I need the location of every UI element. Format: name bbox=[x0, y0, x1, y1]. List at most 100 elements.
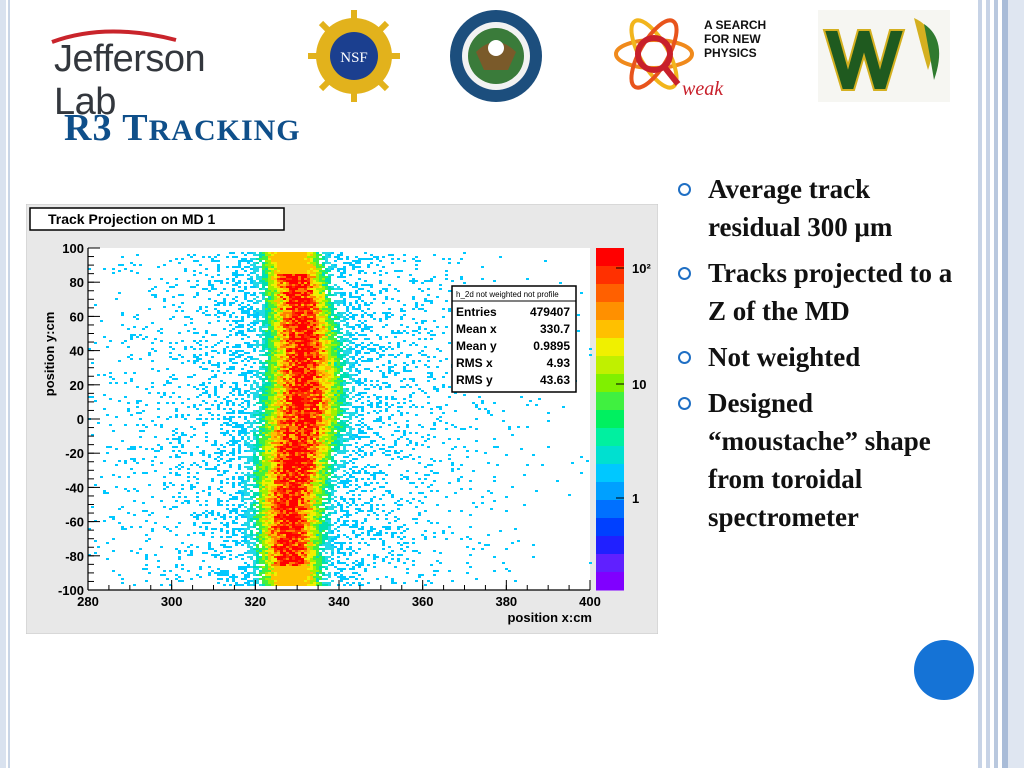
heatmap-cell bbox=[175, 378, 178, 380]
heatmap-cell bbox=[442, 258, 445, 260]
heatmap-cell bbox=[280, 454, 283, 456]
heatmap-cell bbox=[271, 382, 274, 384]
heatmap-cell bbox=[343, 324, 346, 326]
heatmap-cell bbox=[277, 256, 280, 258]
heatmap-cell bbox=[337, 286, 340, 288]
heatmap-cell bbox=[268, 380, 271, 382]
heatmap-cell bbox=[301, 276, 304, 278]
heatmap-cell bbox=[274, 354, 277, 356]
heatmap-cell bbox=[322, 446, 325, 448]
heatmap-cell bbox=[247, 436, 250, 438]
heatmap-cell bbox=[313, 468, 316, 470]
heatmap-cell bbox=[298, 380, 301, 382]
heatmap-cell bbox=[307, 304, 310, 306]
heatmap-cell bbox=[256, 346, 259, 348]
heatmap-cell bbox=[433, 254, 436, 256]
heatmap-cell bbox=[286, 438, 289, 440]
heatmap-cell bbox=[367, 428, 370, 430]
heatmap-cell bbox=[286, 270, 289, 272]
heatmap-cell bbox=[322, 390, 325, 392]
heatmap-cell bbox=[364, 328, 367, 330]
heatmap-cell bbox=[190, 464, 193, 466]
heatmap-cell bbox=[103, 408, 106, 410]
heatmap-cell bbox=[439, 288, 442, 290]
heatmap-cell bbox=[412, 296, 415, 298]
heatmap-cell bbox=[358, 372, 361, 374]
heatmap-cell bbox=[355, 452, 358, 454]
heatmap-cell bbox=[337, 440, 340, 442]
heatmap-cell bbox=[283, 352, 286, 354]
heatmap-cell bbox=[166, 402, 169, 404]
heatmap-cell bbox=[259, 378, 262, 380]
heatmap-cell bbox=[181, 362, 184, 364]
heatmap-cell bbox=[304, 434, 307, 436]
heatmap-cell bbox=[277, 456, 280, 458]
heatmap-cell bbox=[343, 272, 346, 274]
heatmap-cell bbox=[427, 288, 430, 290]
heatmap-cell bbox=[340, 410, 343, 412]
heatmap-cell bbox=[520, 448, 523, 450]
heatmap-cell bbox=[313, 276, 316, 278]
heatmap-cell bbox=[313, 304, 316, 306]
qweak-logo: A SEARCH FOR NEW PHYSICS weak bbox=[612, 10, 782, 102]
heatmap-cell bbox=[328, 394, 331, 396]
heatmap-cell bbox=[274, 470, 277, 472]
heatmap-cell bbox=[292, 368, 295, 370]
heatmap-cell bbox=[283, 386, 286, 388]
heatmap-cell bbox=[325, 402, 328, 404]
heatmap-cell bbox=[361, 432, 364, 434]
heatmap-cell bbox=[223, 418, 226, 420]
heatmap-cell bbox=[142, 458, 145, 460]
heatmap-cell bbox=[409, 354, 412, 356]
heatmap-cell bbox=[268, 254, 271, 256]
heatmap-cell bbox=[358, 450, 361, 452]
heatmap-cell bbox=[277, 462, 280, 464]
heatmap-cell bbox=[211, 260, 214, 262]
heatmap-cell bbox=[334, 264, 337, 266]
heatmap-cell bbox=[202, 312, 205, 314]
heatmap-cell bbox=[280, 394, 283, 396]
heatmap-cell bbox=[283, 456, 286, 458]
heatmap-cell bbox=[322, 278, 325, 280]
heatmap-cell bbox=[349, 444, 352, 446]
heatmap-cell bbox=[169, 442, 172, 444]
heatmap-cell bbox=[109, 376, 112, 378]
heatmap-cell bbox=[292, 342, 295, 344]
heatmap-cell bbox=[241, 456, 244, 458]
heatmap-cell bbox=[448, 438, 451, 440]
heatmap-cell bbox=[337, 446, 340, 448]
heatmap-cell bbox=[244, 432, 247, 434]
heatmap-cell bbox=[130, 458, 133, 460]
heatmap-cell bbox=[292, 364, 295, 366]
heatmap-cell bbox=[271, 374, 274, 376]
heatmap-cell bbox=[193, 286, 196, 288]
heatmap-cell bbox=[280, 424, 283, 426]
heatmap-cell bbox=[352, 458, 355, 460]
heatmap-cell bbox=[289, 298, 292, 300]
heatmap-cell bbox=[292, 312, 295, 314]
heatmap-cell bbox=[106, 452, 109, 454]
heatmap-cell bbox=[205, 432, 208, 434]
heatmap-cell bbox=[283, 316, 286, 318]
heatmap-cell bbox=[343, 466, 346, 468]
heatmap-cell bbox=[238, 430, 241, 432]
heatmap-cell bbox=[280, 252, 283, 254]
heatmap-cell bbox=[379, 282, 382, 284]
heatmap-cell bbox=[286, 348, 289, 350]
heatmap-cell bbox=[310, 376, 313, 378]
heatmap-cell bbox=[274, 282, 277, 284]
heatmap-cell bbox=[292, 262, 295, 264]
heatmap-cell bbox=[256, 412, 259, 414]
heatmap-cell bbox=[289, 458, 292, 460]
heatmap-cell bbox=[274, 284, 277, 286]
heatmap-cell bbox=[262, 444, 265, 446]
heatmap-cell bbox=[256, 340, 259, 342]
heatmap-cell bbox=[214, 364, 217, 366]
heatmap-cell bbox=[376, 444, 379, 446]
heatmap-cell bbox=[247, 456, 250, 458]
heatmap-cell bbox=[286, 334, 289, 336]
heatmap-cell bbox=[202, 382, 205, 384]
heatmap-cell bbox=[250, 414, 253, 416]
heatmap-cell bbox=[427, 464, 430, 466]
heatmap-cell bbox=[301, 412, 304, 414]
